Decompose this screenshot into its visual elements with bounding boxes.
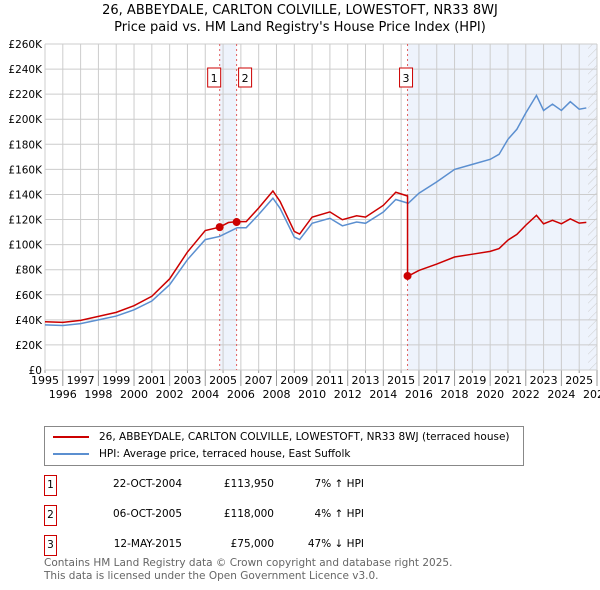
transaction-date: 06-OCT-2005 (113, 508, 182, 520)
transaction-row: 1 22-OCT-2004 £113,950 7% ↑ HPI (44, 475, 404, 496)
forecast-hatch (588, 44, 597, 370)
x-tick-label: 2007 (245, 374, 273, 387)
x-tick-label: 2000 (120, 388, 148, 401)
sale-label-box (399, 67, 414, 88)
x-tick-label: 2008 (262, 388, 290, 401)
y-tick-label: £220K (8, 89, 43, 101)
footer-line: This data is licensed under the Open Gov… (44, 570, 379, 582)
x-tick-label: 2009 (280, 374, 308, 387)
sale-label: 1 (211, 72, 218, 85)
legend-blue-label: HPI: Average price, terraced house, East… (99, 448, 351, 460)
x-tick-label: 2021 (494, 374, 522, 387)
x-tick-label: 2024 (547, 388, 575, 401)
transaction-date: 12-MAY-2015 (113, 538, 182, 550)
x-tick-label: 2002 (156, 388, 184, 401)
x-tick-label: 2010 (298, 388, 326, 401)
sale-point (403, 271, 412, 280)
x-tick-label: 2019 (458, 374, 486, 387)
x-tick-label: 2016 (405, 388, 433, 401)
y-tick-label: £240K (8, 64, 43, 76)
legend-row-blue: HPI: Average price, terraced house, East… (53, 448, 350, 460)
y-tick-label: £80K (15, 265, 43, 277)
y-tick-label: £260K (8, 39, 43, 51)
hpi-line (44, 93, 587, 327)
x-tick-label: 2015 (387, 374, 415, 387)
y-tick-label: £60K (15, 290, 43, 302)
chart-title: 26, ABBEYDALE, CARLTON COLVILLE, LOWESTO… (0, 2, 600, 36)
transaction-price: £113,950 (223, 478, 274, 490)
transaction-row: 3 12-MAY-2015 £75,000 47% ↓ HPI (44, 535, 404, 556)
sale-label: 3 (403, 72, 410, 85)
x-tick-label: 1995 (31, 374, 59, 387)
legend: 26, ABBEYDALE, CARLTON COLVILLE, LOWESTO… (44, 426, 524, 466)
title-line: 26, ABBEYDALE, CARLTON COLVILLE, LOWESTO… (102, 3, 498, 18)
transaction-hpi: 47% ↓ HPI (307, 538, 364, 550)
shaded-period (407, 44, 597, 370)
transaction-hpi: 4% ↑ HPI (314, 508, 364, 520)
x-tick-label: 2026 (583, 388, 600, 401)
x-tick-label: 2017 (423, 374, 451, 387)
transaction-date: 22-OCT-2004 (113, 478, 182, 490)
marker-badge: 1 (44, 475, 57, 496)
footer: Contains HM Land Registry data © Crown c… (44, 557, 452, 583)
sale-label-box (207, 67, 222, 88)
x-tick-label: 1996 (49, 388, 77, 401)
footer-line: Contains HM Land Registry data © Crown c… (44, 557, 453, 569)
y-tick-label: £160K (8, 164, 43, 176)
x-tick-label: 2013 (352, 374, 380, 387)
y-tick-label: £0 (29, 365, 42, 377)
red-line-swatch (53, 436, 89, 438)
x-tick-label: 1998 (84, 388, 112, 401)
y-tick-label: £200K (8, 114, 43, 126)
legend-row-red: 26, ABBEYDALE, CARLTON COLVILLE, LOWESTO… (53, 431, 510, 443)
y-tick-label: £20K (15, 340, 43, 352)
x-tick-label: 2001 (138, 374, 166, 387)
subtitle-line: Price paid vs. HM Land Registry's House … (114, 20, 486, 35)
legend-red-label: 26, ABBEYDALE, CARLTON COLVILLE, LOWESTO… (99, 431, 510, 443)
transaction-row: 2 06-OCT-2005 £118,000 4% ↑ HPI (44, 505, 404, 526)
x-tick-label: 2012 (334, 388, 362, 401)
y-tick-label: £140K (8, 189, 43, 201)
y-tick-label: £120K (8, 215, 43, 227)
y-tick-label: £180K (8, 139, 43, 151)
x-tick-label: 2022 (512, 388, 540, 401)
transaction-price: £75,000 (230, 538, 274, 550)
marker-badge: 3 (44, 535, 57, 556)
price-paid-line (44, 189, 587, 324)
x-tick-label: 2003 (173, 374, 201, 387)
sale-label: 2 (242, 72, 249, 85)
x-tick-label: 2014 (369, 388, 397, 401)
x-tick-label: 2023 (530, 374, 558, 387)
x-tick-label: 2005 (209, 374, 237, 387)
transaction-hpi: 7% ↑ HPI (314, 478, 364, 490)
x-tick-label: 2011 (316, 374, 344, 387)
x-tick-label: 1999 (102, 374, 130, 387)
y-tick-label: £40K (15, 315, 43, 327)
transaction-price: £118,000 (223, 508, 274, 520)
y-tick-label: £100K (8, 240, 43, 252)
x-tick-label: 2020 (476, 388, 504, 401)
sale-label-box (238, 67, 253, 88)
shaded-period (219, 44, 237, 370)
x-tick-label: 2006 (227, 388, 255, 401)
chart: 1995199619971998199920002001200220032004… (8, 39, 600, 401)
sale-point (215, 223, 224, 232)
x-tick-label: 2025 (565, 374, 593, 387)
marker-badge: 2 (44, 505, 57, 526)
x-tick-label: 2004 (191, 388, 219, 401)
sale-point (232, 218, 241, 227)
blue-line-swatch (53, 453, 89, 455)
x-tick-label: 2018 (441, 388, 469, 401)
x-tick-label: 1997 (67, 374, 95, 387)
